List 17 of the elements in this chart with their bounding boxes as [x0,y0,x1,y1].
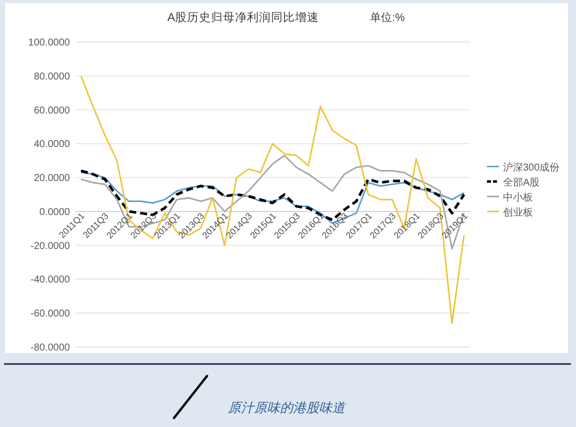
y-tick-label: 0.0000 [39,206,70,218]
legend-label: 中小板 [503,192,533,204]
y-tick-label: 40.0000 [34,139,70,150]
legend-label: 沪深300成份 [503,162,560,174]
text: 原汁原味的港股味道 [228,400,346,415]
y-tick-label: 20.0000 [34,173,70,184]
y-tick-label: 80.0000 [34,71,70,82]
y-tick-label: -20.0000 [30,240,70,252]
chart-title: A股历史归母净利润同比增速 [167,10,319,24]
legend-label: 全部A股 [503,176,540,188]
chart-subtitle: 单位:% [370,11,406,24]
legend-label: 创业板 [503,206,533,218]
y-tick-label: -60.0000 [30,308,70,320]
y-tick-label: 100.0000 [28,38,70,48]
y-tick-label: -80.0000 [30,342,70,354]
y-tick-label: -40.0000 [30,274,70,286]
y-tick-label: 60.0000 [34,105,70,116]
